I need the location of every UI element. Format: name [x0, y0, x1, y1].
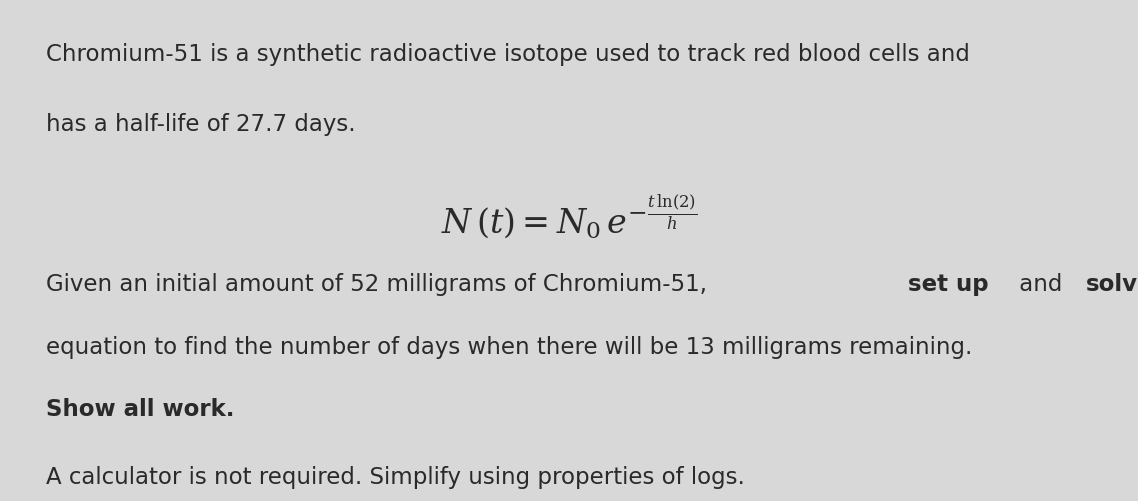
Text: solve: solve	[1086, 273, 1138, 296]
Text: set up: set up	[908, 273, 989, 296]
Text: Chromium-51 is a synthetic radioactive isotope used to track red blood cells and: Chromium-51 is a synthetic radioactive i…	[46, 43, 970, 66]
Text: A calculator is not required. Simplify using properties of logs.: A calculator is not required. Simplify u…	[46, 466, 744, 489]
Text: equation to find the number of days when there will be 13 milligrams remaining.: equation to find the number of days when…	[46, 336, 972, 359]
Text: Show all work.: Show all work.	[46, 398, 234, 421]
Text: Given an initial amount of 52 milligrams of Chromium-51,: Given an initial amount of 52 milligrams…	[46, 273, 714, 296]
Text: $N\,(t) = N_0\,e^{-\frac{t\,\mathrm{ln}(2)}{h}}$: $N\,(t) = N_0\,e^{-\frac{t\,\mathrm{ln}(…	[440, 193, 698, 241]
Text: has a half-life of 27.7 days.: has a half-life of 27.7 days.	[46, 113, 355, 136]
Text: and: and	[1012, 273, 1070, 296]
